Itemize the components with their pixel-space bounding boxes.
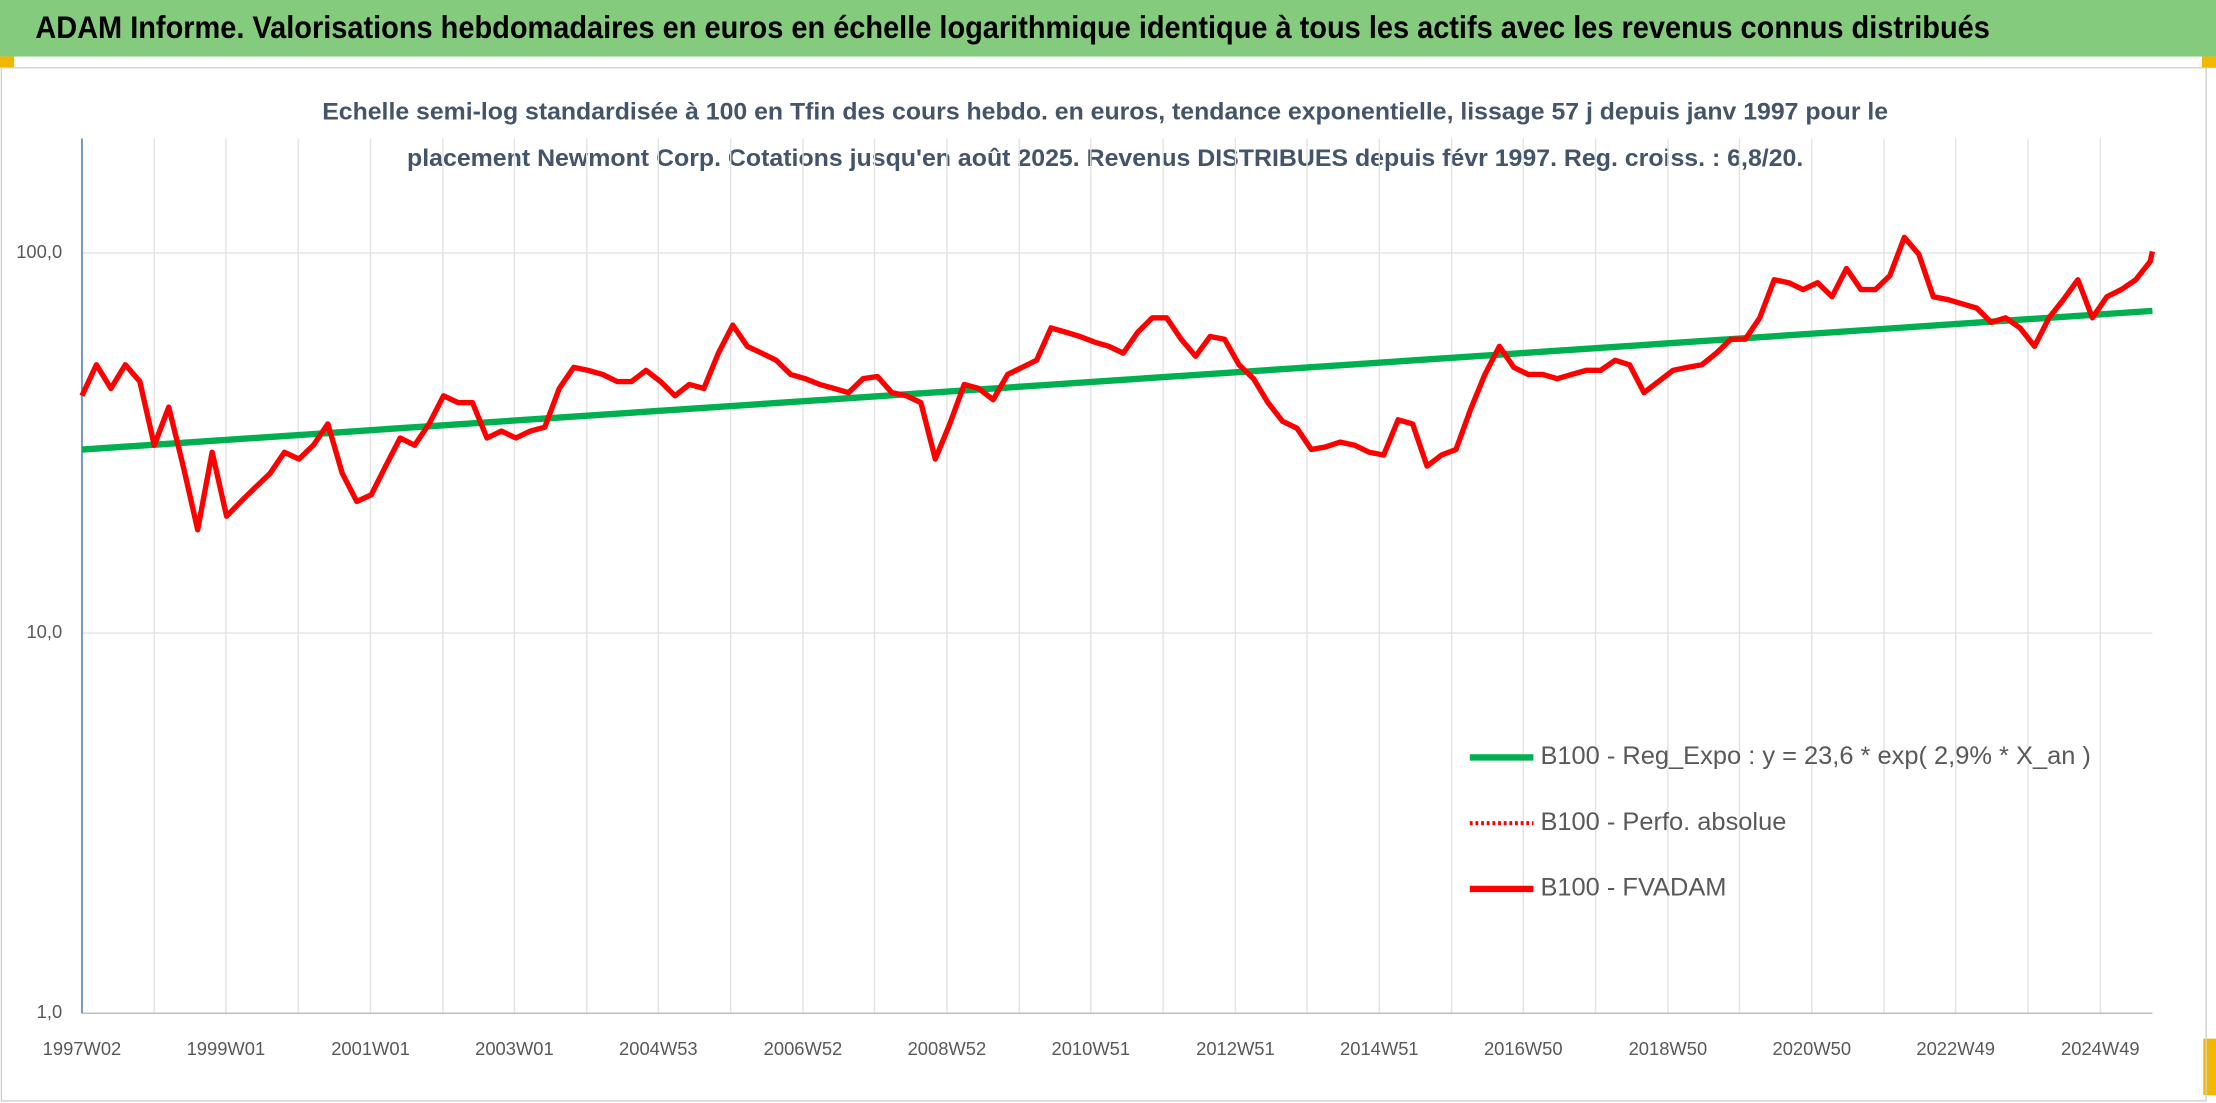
x-tick-label: 2024W49 xyxy=(2061,1038,2140,1059)
x-tick-label: 1997W02 xyxy=(43,1038,122,1059)
x-tick-label: 2006W52 xyxy=(764,1038,843,1059)
legend-label: B100 - Perfo. absolue xyxy=(1540,808,1786,836)
x-tick-label: 2018W50 xyxy=(1629,1038,1708,1059)
header-bar xyxy=(0,0,2216,57)
x-tick-label: 2012W51 xyxy=(1196,1038,1275,1059)
legend-label: B100 - Reg_Expo : y = 23,6 * exp( 2,9% *… xyxy=(1540,742,2090,770)
x-tick-label: 2010W51 xyxy=(1051,1038,1130,1059)
y-tick-label: 100,0 xyxy=(16,241,62,262)
x-tick-label: 2014W51 xyxy=(1340,1038,1419,1059)
chart-title: Echelle semi-log standardisée à 100 en T… xyxy=(322,98,1888,125)
x-tick-label: 2008W52 xyxy=(908,1038,987,1059)
corner-mark xyxy=(2201,56,2216,68)
x-tick-label: 1999W01 xyxy=(187,1038,266,1059)
x-tick-label: 2001W01 xyxy=(331,1038,410,1059)
chart-frame xyxy=(0,67,2207,1102)
y-tick-label: 10,0 xyxy=(26,621,62,642)
corner-mark xyxy=(2203,1038,2216,1096)
legend-label: B100 - FVADAM xyxy=(1540,874,1726,902)
header-title: ADAM Informe. Valorisations hebdomadaire… xyxy=(35,10,1990,45)
x-tick-label: 2016W50 xyxy=(1484,1038,1563,1059)
x-tick-label: 2020W50 xyxy=(1772,1038,1851,1059)
line-series xyxy=(79,234,2156,533)
y-tick-label: 1,0 xyxy=(37,1001,63,1022)
chart-title: placement Newmont Corp. Cotations jusqu'… xyxy=(407,145,1803,172)
x-tick-label: 2003W01 xyxy=(475,1038,554,1059)
x-tick-label: 2004W53 xyxy=(619,1038,698,1059)
corner-mark xyxy=(0,56,15,68)
x-tick-label: 2022W49 xyxy=(1916,1038,1995,1059)
